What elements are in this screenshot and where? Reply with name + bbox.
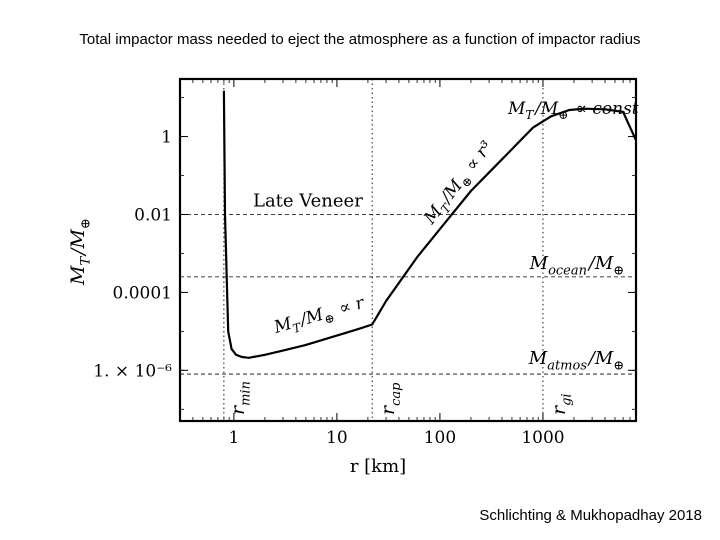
x-axis: 1 10 100 1000 <box>179 79 637 448</box>
y-tick-label: 0.01 <box>134 205 172 225</box>
series-line-1 <box>222 90 636 359</box>
vline-label: rgi <box>548 392 575 415</box>
y-tick-label: 0.0001 <box>113 283 172 303</box>
slope-annotation: MT /M⊕ ∝ r <box>271 293 368 341</box>
x-tick-label: 100 <box>424 428 456 448</box>
x-tick-label: 10 <box>326 428 348 448</box>
x-axis-label: r [km] <box>350 456 406 477</box>
y-tick-label: 1. × 10⁻⁶ <box>93 361 172 381</box>
x-tick-label: 1000 <box>521 428 564 448</box>
y-axis: 1 0.01 0.0001 1. × 10⁻⁶ <box>93 97 636 410</box>
plot-frame <box>178 77 638 423</box>
hline-label: Late Veneer <box>253 190 363 211</box>
citation-credit: Schlichting & Mukhopadhay 2018 <box>479 507 702 524</box>
x-tick-label: 1 <box>228 428 239 448</box>
hline-label: Matmos /M⊕ <box>528 348 626 373</box>
slide-title: Total impactor mass needed to eject the … <box>79 31 641 48</box>
slope-annotation: MT /M⊕ ∝ r³ <box>420 137 500 230</box>
hline-label: Mocean /M⊕ <box>529 253 626 278</box>
y-tick-label: 1 <box>161 128 172 148</box>
vline-label: rmin <box>227 379 254 415</box>
slope-annotation: MT /M⊕ ∝ const <box>507 99 639 122</box>
vline-label: rcap <box>377 381 404 415</box>
y-axis-label: MT /M⊕ <box>67 216 94 286</box>
